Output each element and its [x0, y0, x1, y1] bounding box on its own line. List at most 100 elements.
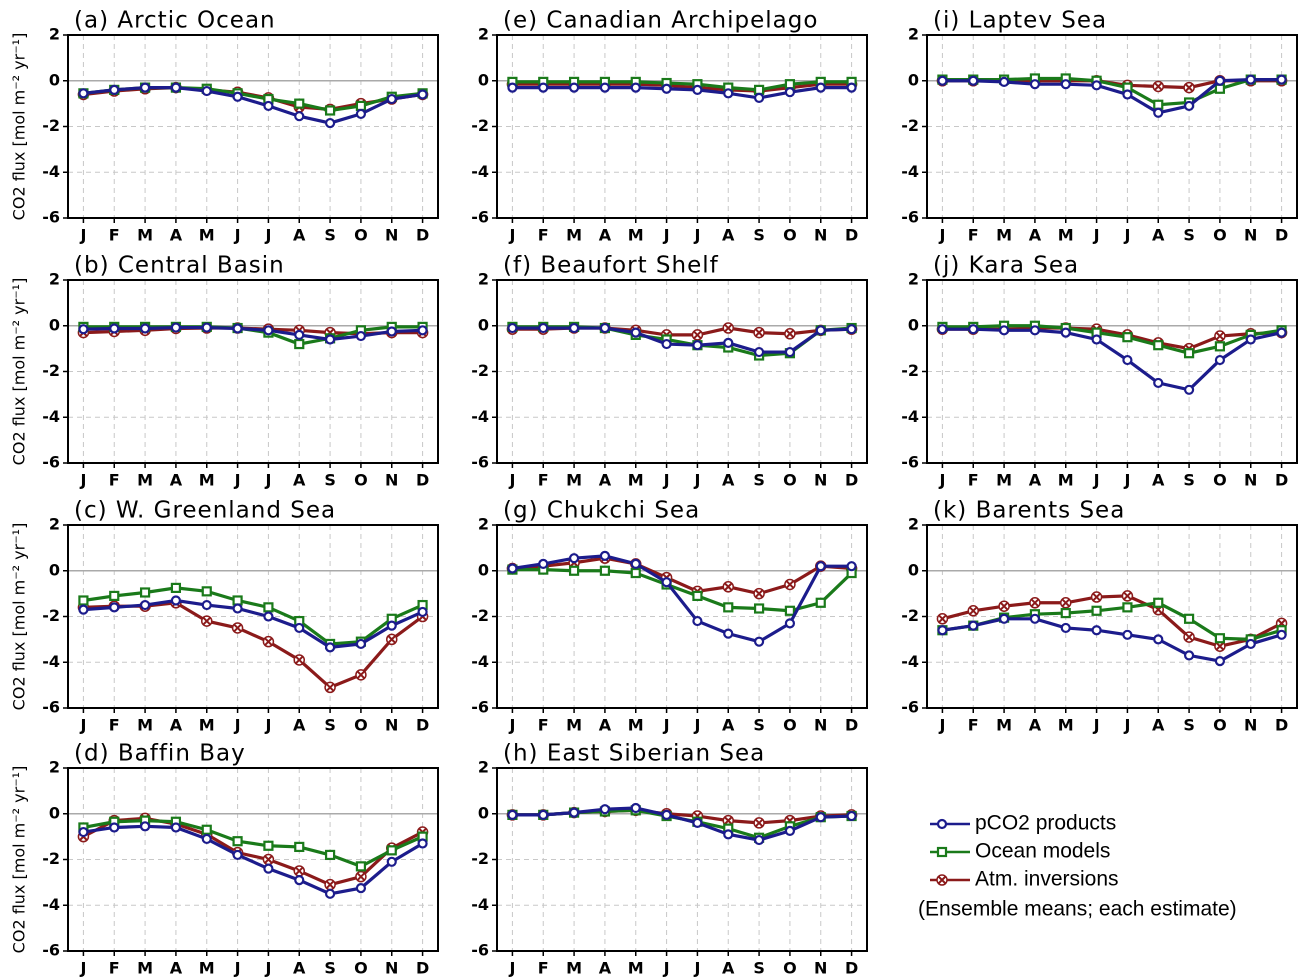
x-tick-label: J [508, 226, 515, 245]
data-point [1153, 597, 1164, 608]
marker-cross [999, 601, 1009, 611]
data-point [1214, 341, 1226, 352]
y-tick-label: -2 [471, 849, 489, 868]
marker-cross [1154, 82, 1163, 91]
plot-frame [67, 767, 439, 952]
marker-cross [1123, 591, 1132, 601]
x-tick-label: F [538, 959, 549, 978]
x-tick-label: J [234, 226, 241, 245]
x-tick-label: M [628, 959, 644, 978]
x-tick-label: J [79, 471, 86, 490]
data-point [1153, 377, 1164, 389]
x-tick-label: F [109, 959, 120, 978]
panel-title: (g) Chukchi Sea [503, 498, 700, 524]
y-tick-label: -2 [901, 116, 919, 135]
data-point [324, 681, 336, 694]
x-tick-label: J [938, 226, 945, 245]
data-point [263, 602, 274, 613]
plot-frame [67, 279, 439, 464]
y-tick-label: 2 [49, 270, 60, 289]
data-point [722, 322, 734, 334]
data-point [1152, 80, 1164, 93]
data-point [1183, 613, 1195, 624]
series-line [942, 76, 1282, 107]
x-tick-label: A [293, 471, 306, 490]
x-tick-label: J [1123, 471, 1130, 490]
y-tick-label: 2 [908, 25, 919, 44]
data-point [386, 620, 397, 631]
data-point [1153, 99, 1164, 110]
data-point [1153, 340, 1164, 351]
data-point [815, 597, 826, 608]
data-point [78, 88, 89, 99]
data-point [568, 82, 580, 93]
x-tick-label: J [234, 716, 241, 735]
data-point [723, 628, 734, 639]
x-tick-label: M [996, 226, 1012, 245]
x-tick-label: D [845, 471, 858, 490]
data-point [139, 821, 151, 832]
x-tick-label: D [845, 226, 858, 245]
data-point [201, 322, 212, 333]
x-tick-label: D [1275, 716, 1288, 735]
y-tick-label: -4 [42, 407, 60, 426]
data-point [1245, 334, 1256, 345]
data-point [1060, 622, 1071, 634]
x-tick-label: J [264, 959, 271, 978]
marker-cross [295, 655, 304, 665]
data-point [232, 323, 243, 334]
data-point [568, 565, 580, 576]
marker-cross [356, 670, 366, 680]
data-point [784, 605, 796, 616]
x-tick-label: A [722, 716, 735, 735]
series-line [83, 824, 424, 896]
data-point [784, 618, 796, 629]
panel-title: (f) Beaufort Shelf [503, 253, 719, 279]
panel-title: (h) East Siberian Sea [503, 741, 765, 767]
x-tick-label: J [663, 959, 670, 978]
x-tick-label: D [416, 471, 429, 490]
data-point [1090, 591, 1103, 603]
data-point [201, 824, 212, 835]
marker-cross [1215, 642, 1225, 651]
series-line [942, 78, 1282, 115]
data-point [507, 563, 518, 574]
data-point [1214, 354, 1226, 366]
x-tick-label: A [599, 471, 612, 490]
y-tick-label: -2 [471, 606, 489, 625]
data-point [692, 590, 703, 602]
y-tick-label: 2 [478, 515, 489, 534]
data-point [139, 599, 151, 611]
x-tick-label: N [385, 959, 398, 978]
data-point [324, 334, 336, 345]
data-point [324, 642, 336, 653]
x-tick-label: J [663, 226, 670, 245]
data-point [692, 340, 703, 351]
x-tick-label: A [599, 716, 612, 735]
data-point [263, 840, 274, 851]
data-point [232, 603, 243, 614]
x-tick-label: O [354, 716, 368, 735]
data-point [753, 326, 765, 339]
data-point [968, 620, 979, 631]
data-point [1276, 327, 1287, 338]
y-tick-label: -2 [42, 116, 60, 135]
x-tick-label: A [1152, 471, 1165, 490]
data-point [784, 825, 796, 837]
y-tick-label: 0 [478, 70, 489, 89]
data-point [263, 100, 274, 112]
data-point [1091, 80, 1102, 91]
marker-cross [1092, 592, 1101, 602]
data-point [201, 85, 212, 97]
x-tick-label: A [599, 226, 612, 245]
data-point [417, 325, 428, 336]
x-tick-label: A [170, 471, 183, 490]
y-tick-label: -6 [42, 208, 60, 227]
data-point [355, 669, 367, 681]
x-tick-label: S [753, 226, 765, 245]
data-point [1183, 100, 1195, 112]
x-tick-label: M [628, 226, 644, 245]
data-point [324, 878, 336, 891]
data-point [846, 324, 857, 335]
x-tick-label: A [1029, 226, 1042, 245]
